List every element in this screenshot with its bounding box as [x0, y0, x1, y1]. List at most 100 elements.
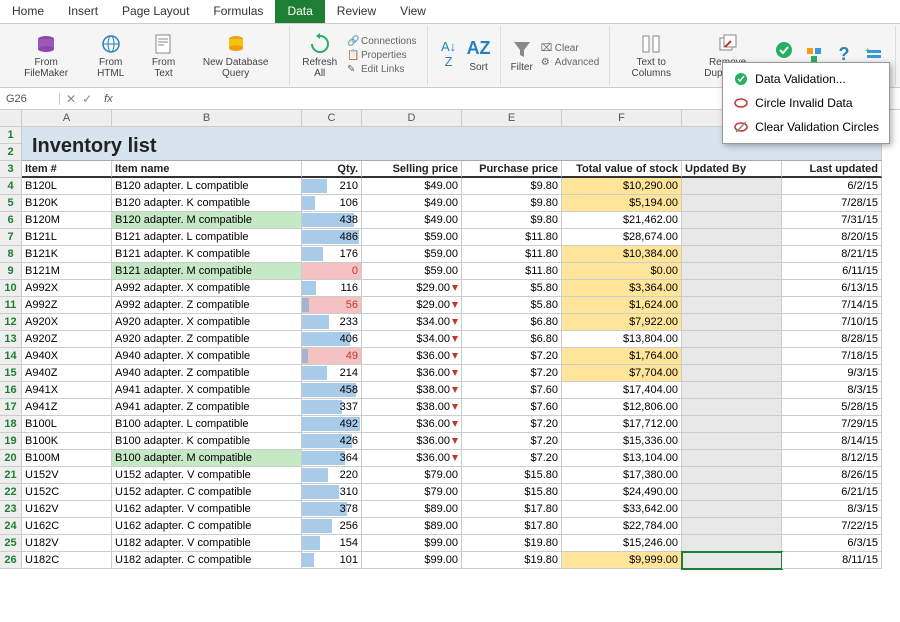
- cell-item-no[interactable]: U152V: [22, 467, 112, 484]
- cell-total[interactable]: $10,290.00: [562, 178, 682, 195]
- cell-item-no[interactable]: B121K: [22, 246, 112, 263]
- row-header-20[interactable]: 20: [0, 450, 22, 467]
- cell-total[interactable]: $28,674.00: [562, 229, 682, 246]
- cell-updated-by[interactable]: [682, 331, 782, 348]
- row-header-11[interactable]: 11: [0, 297, 22, 314]
- cell-item-name[interactable]: U152 adapter. V compatible: [112, 467, 302, 484]
- connections-button[interactable]: 🔗Connections: [347, 36, 417, 48]
- cell-item-no[interactable]: A920X: [22, 314, 112, 331]
- cell-last-updated[interactable]: 8/11/15: [782, 552, 882, 569]
- row-header-3[interactable]: 3: [0, 161, 22, 178]
- cell-updated-by[interactable]: [682, 535, 782, 552]
- row-header-4[interactable]: 4: [0, 178, 22, 195]
- cell-selling[interactable]: $49.00: [362, 212, 462, 229]
- cell-selling[interactable]: $36.00: [362, 365, 462, 382]
- cell-updated-by[interactable]: [682, 382, 782, 399]
- data-validation-item[interactable]: Data Validation...: [723, 67, 889, 91]
- cell-purchase[interactable]: $15.80: [462, 467, 562, 484]
- cell-item-name[interactable]: A941 adapter. X compatible: [112, 382, 302, 399]
- cell-qty[interactable]: 337: [302, 399, 362, 416]
- cell-item-no[interactable]: A992X: [22, 280, 112, 297]
- cell-updated-by[interactable]: [682, 246, 782, 263]
- cell-last-updated[interactable]: 7/31/15: [782, 212, 882, 229]
- cell-selling[interactable]: $34.00: [362, 314, 462, 331]
- tab-view[interactable]: View: [388, 0, 438, 23]
- cell-total[interactable]: $17,712.00: [562, 416, 682, 433]
- cell-purchase[interactable]: $9.80: [462, 212, 562, 229]
- cell-last-updated[interactable]: 6/13/15: [782, 280, 882, 297]
- cell-updated-by[interactable]: [682, 195, 782, 212]
- cell-purchase[interactable]: $19.80: [462, 552, 562, 569]
- cell-item-name[interactable]: B100 adapter. L compatible: [112, 416, 302, 433]
- cell-purchase[interactable]: $11.80: [462, 246, 562, 263]
- cell-qty[interactable]: 56: [302, 297, 362, 314]
- cell-item-no[interactable]: A940X: [22, 348, 112, 365]
- cell-qty[interactable]: 220: [302, 467, 362, 484]
- cell-selling[interactable]: $36.00: [362, 450, 462, 467]
- cell-item-name[interactable]: U162 adapter. C compatible: [112, 518, 302, 535]
- spreadsheet[interactable]: ABCDEFGH12Inventory list3Item #Item name…: [0, 110, 900, 569]
- cell-item-no[interactable]: U152C: [22, 484, 112, 501]
- cell-total[interactable]: $33,642.00: [562, 501, 682, 518]
- cell-qty[interactable]: 310: [302, 484, 362, 501]
- cell-updated-by[interactable]: [682, 365, 782, 382]
- cell-item-name[interactable]: U152 adapter. C compatible: [112, 484, 302, 501]
- cell-qty[interactable]: 0: [302, 263, 362, 280]
- cell-item-no[interactable]: U162C: [22, 518, 112, 535]
- cell-total[interactable]: $15,246.00: [562, 535, 682, 552]
- cell-item-name[interactable]: U162 adapter. V compatible: [112, 501, 302, 518]
- refresh-all-button[interactable]: Refresh All: [296, 31, 342, 81]
- tab-review[interactable]: Review: [325, 0, 388, 23]
- cell-selling[interactable]: $89.00: [362, 501, 462, 518]
- cell-last-updated[interactable]: 9/3/15: [782, 365, 882, 382]
- cell-qty[interactable]: 49: [302, 348, 362, 365]
- row-header-16[interactable]: 16: [0, 382, 22, 399]
- cell-purchase[interactable]: $7.20: [462, 450, 562, 467]
- cell-total[interactable]: $9,999.00: [562, 552, 682, 569]
- cell-selling[interactable]: $59.00: [362, 263, 462, 280]
- cell-last-updated[interactable]: 7/28/15: [782, 195, 882, 212]
- col-header-B[interactable]: B: [112, 110, 302, 127]
- cell-updated-by[interactable]: [682, 552, 782, 569]
- cell-selling[interactable]: $59.00: [362, 229, 462, 246]
- cell-selling[interactable]: $79.00: [362, 484, 462, 501]
- cell-selling[interactable]: $29.00: [362, 280, 462, 297]
- cell-total[interactable]: $3,364.00: [562, 280, 682, 297]
- cell-selling[interactable]: $99.00: [362, 535, 462, 552]
- tab-data[interactable]: Data: [275, 0, 324, 23]
- edit-links-button[interactable]: ✎Edit Links: [347, 64, 417, 76]
- from-html-button[interactable]: From HTML: [82, 31, 139, 81]
- cell-purchase[interactable]: $19.80: [462, 535, 562, 552]
- row-header-9[interactable]: 9: [0, 263, 22, 280]
- cell-item-name[interactable]: B121 adapter. L compatible: [112, 229, 302, 246]
- row-header-5[interactable]: 5: [0, 195, 22, 212]
- clear-circles-item[interactable]: Clear Validation Circles: [723, 115, 889, 139]
- cell-item-no[interactable]: B120M: [22, 212, 112, 229]
- cell-item-name[interactable]: A920 adapter. Z compatible: [112, 331, 302, 348]
- col-header-F[interactable]: F: [562, 110, 682, 127]
- row-header-10[interactable]: 10: [0, 280, 22, 297]
- cell-selling[interactable]: $29.00: [362, 297, 462, 314]
- cell-item-no[interactable]: U182V: [22, 535, 112, 552]
- cell-item-name[interactable]: B121 adapter. M compatible: [112, 263, 302, 280]
- cell-item-name[interactable]: B100 adapter. M compatible: [112, 450, 302, 467]
- cell-purchase[interactable]: $5.80: [462, 280, 562, 297]
- cell-item-name[interactable]: A940 adapter. X compatible: [112, 348, 302, 365]
- cell-total[interactable]: $13,104.00: [562, 450, 682, 467]
- cell-total[interactable]: $17,380.00: [562, 467, 682, 484]
- cell-updated-by[interactable]: [682, 178, 782, 195]
- cell-updated-by[interactable]: [682, 399, 782, 416]
- col-header-D[interactable]: D: [362, 110, 462, 127]
- row-header-1-2[interactable]: 12: [0, 127, 22, 161]
- cell-updated-by[interactable]: [682, 229, 782, 246]
- cell-updated-by[interactable]: [682, 280, 782, 297]
- cell-qty[interactable]: 492: [302, 416, 362, 433]
- row-header-24[interactable]: 24: [0, 518, 22, 535]
- cell-selling[interactable]: $34.00: [362, 331, 462, 348]
- row-header-6[interactable]: 6: [0, 212, 22, 229]
- cell-purchase[interactable]: $7.60: [462, 382, 562, 399]
- cell-total[interactable]: $24,490.00: [562, 484, 682, 501]
- row-header-14[interactable]: 14: [0, 348, 22, 365]
- cell-last-updated[interactable]: 7/29/15: [782, 416, 882, 433]
- cell-last-updated[interactable]: 8/21/15: [782, 246, 882, 263]
